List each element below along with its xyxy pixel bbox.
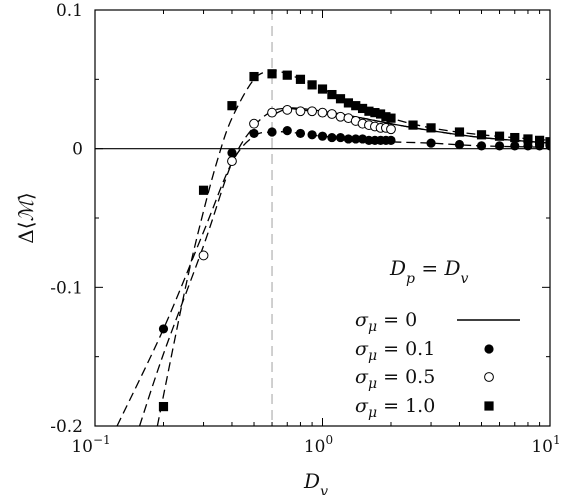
reference-lines xyxy=(95,10,550,426)
legend: Dp = Dv σμ = 0 σμ = 0.1σμ = 0.5 σμ = 1.0 xyxy=(355,256,520,421)
series-3-point-11 xyxy=(343,98,354,108)
legend-label-3: σμ = 1.0 xyxy=(355,395,435,421)
series-1-point-8 xyxy=(327,132,337,143)
series-1-point-4 xyxy=(282,126,292,136)
legend-marker-3 xyxy=(484,401,494,411)
series-3-point-5 xyxy=(282,70,292,80)
series-3-point-17 xyxy=(381,112,391,122)
x-tick-label-1: 100 xyxy=(304,433,333,457)
series-2-point-6 xyxy=(307,106,317,117)
y-axis-label: Δ⟨ℳ⟩ xyxy=(14,192,38,243)
series-2-point-7 xyxy=(317,107,328,118)
series-3-point-12 xyxy=(351,101,361,111)
series-3-point-25 xyxy=(523,134,533,144)
series-1-point-11 xyxy=(351,134,361,144)
legend-marker-2 xyxy=(484,372,494,382)
series-3-point-6 xyxy=(295,74,306,84)
series-3-point-27 xyxy=(545,137,550,147)
series-3-point-9 xyxy=(327,89,337,100)
series-2-point-0 xyxy=(198,250,209,261)
series-3-point-24 xyxy=(510,132,520,143)
series-1-point-10 xyxy=(343,134,354,144)
series-3-point-20 xyxy=(426,123,436,133)
series-3-point-18 xyxy=(386,113,396,123)
series-3-point-1 xyxy=(198,185,209,195)
plot-background xyxy=(95,10,550,426)
series-3-point-13 xyxy=(357,103,368,114)
series-1-point-21 xyxy=(494,141,505,151)
series-2-point-3 xyxy=(267,107,277,118)
x-axis-label: Dv xyxy=(303,469,328,495)
series-3-point-10 xyxy=(335,94,346,104)
axis-ticks: 10−1 100 101 0.1 0 -0.1 -0.2 xyxy=(50,1,560,457)
y-tick-label-3: -0.2 xyxy=(50,417,83,437)
legend-marker-1 xyxy=(484,344,494,354)
series-3-point-16 xyxy=(375,109,386,119)
series-3-point-8 xyxy=(317,84,328,94)
data-markers xyxy=(158,69,550,412)
series-3-point-23 xyxy=(494,131,505,141)
x-tick-label-2: 101 xyxy=(531,433,560,457)
series-3-point-2 xyxy=(227,101,237,111)
series-3-point-3 xyxy=(249,71,259,82)
y-tick-label-2: -0.1 xyxy=(50,278,83,298)
series-2-point-8 xyxy=(327,109,337,119)
series-2-point-9 xyxy=(335,111,346,122)
series-3-point-0 xyxy=(158,401,169,412)
series-3-point-14 xyxy=(364,106,374,116)
y-tick-label-0: 0.1 xyxy=(56,1,83,21)
series-3-point-7 xyxy=(307,80,317,90)
series-1-point-6 xyxy=(307,130,317,140)
legend-label-1: σμ = 0.1 xyxy=(355,338,435,364)
legend-label-0: σμ = 0 xyxy=(355,309,417,335)
series-1-point-19 xyxy=(454,139,465,150)
series-1-point-5 xyxy=(295,128,306,139)
series-1-point-1 xyxy=(227,148,237,158)
series-2-point-5 xyxy=(295,106,306,117)
series-3-point-19 xyxy=(408,120,418,130)
series-2-curve xyxy=(138,107,550,426)
series-1-point-3 xyxy=(267,127,277,137)
series-3-point-4 xyxy=(267,69,277,79)
series-3-point-22 xyxy=(476,130,487,140)
series-1-point-20 xyxy=(476,141,487,151)
series-1-point-17 xyxy=(386,135,396,145)
series-1-point-2 xyxy=(249,128,259,139)
series-1-point-18 xyxy=(426,138,436,148)
series-3-point-26 xyxy=(534,135,545,145)
legend-title: Dp = Dv xyxy=(389,256,469,287)
series-2-point-17 xyxy=(386,124,396,135)
series-1-point-23 xyxy=(523,141,533,151)
x-tick-label-0: 10−1 xyxy=(71,433,110,457)
legend-label-2: σμ = 0.5 xyxy=(355,366,435,392)
series-1-point-9 xyxy=(335,132,346,143)
series-1-point-0 xyxy=(158,324,169,334)
series-1-point-22 xyxy=(510,141,520,151)
series-1-point-7 xyxy=(317,131,328,141)
series-2-point-2 xyxy=(249,118,259,129)
series-3-point-21 xyxy=(454,127,465,137)
series-2-point-4 xyxy=(282,104,293,115)
series-2-point-1 xyxy=(227,156,237,167)
series-3-point-15 xyxy=(370,108,380,118)
y-tick-label-1: 0 xyxy=(72,140,83,160)
